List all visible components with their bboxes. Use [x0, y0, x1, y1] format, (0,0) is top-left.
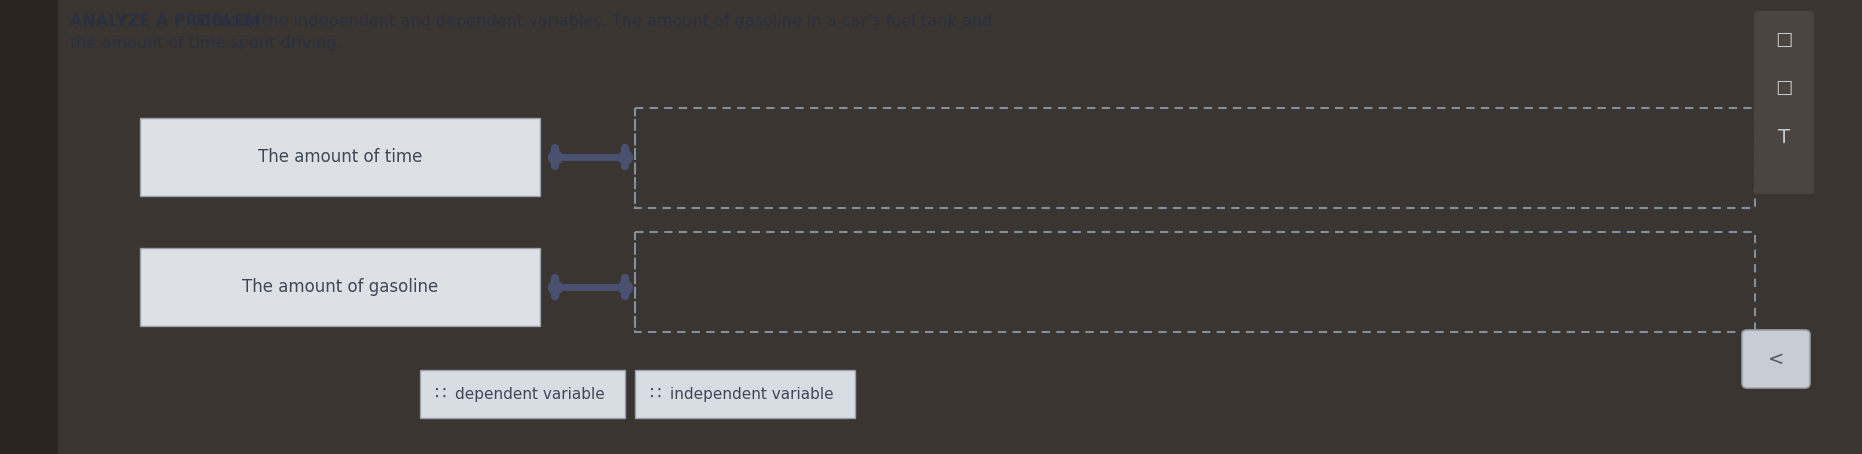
Text: ☐: ☐ [1774, 80, 1793, 99]
FancyBboxPatch shape [1743, 330, 1810, 388]
FancyBboxPatch shape [140, 248, 540, 326]
FancyBboxPatch shape [140, 118, 540, 196]
FancyBboxPatch shape [1754, 11, 1814, 194]
Text: the amount of time spent driving.: the amount of time spent driving. [71, 36, 341, 51]
Text: ANALYZE A PROBLEM: ANALYZE A PROBLEM [71, 14, 261, 29]
Text: The amount of gasoline: The amount of gasoline [242, 278, 438, 296]
FancyBboxPatch shape [1810, 0, 1862, 454]
Text: ∷: ∷ [436, 385, 447, 403]
Text: <: < [1767, 350, 1784, 369]
Text: ∷: ∷ [650, 385, 661, 403]
Text: ☐: ☐ [1774, 32, 1793, 51]
FancyBboxPatch shape [0, 0, 58, 454]
Text: Identify the independent and dependent variables. The amount of gasoline in a ca: Identify the independent and dependent v… [192, 14, 992, 29]
Text: The amount of time: The amount of time [257, 148, 423, 166]
Text: independent variable: independent variable [670, 386, 834, 401]
Text: T: T [1778, 128, 1789, 147]
FancyBboxPatch shape [635, 370, 855, 418]
Text: dependent variable: dependent variable [454, 386, 605, 401]
FancyBboxPatch shape [421, 370, 626, 418]
